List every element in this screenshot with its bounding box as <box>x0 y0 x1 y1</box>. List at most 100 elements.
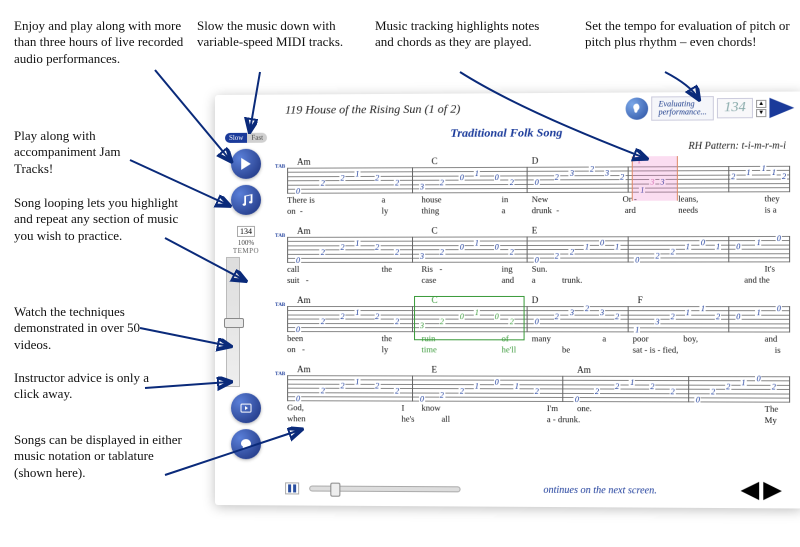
lyric-syllable: call <box>287 264 299 274</box>
fret-number: 1 <box>740 379 746 387</box>
callout-tracking: Music tracking highlights notes and chor… <box>375 18 555 51</box>
fret-number: 2 <box>320 248 326 256</box>
song-subtitle: Traditional Folk Song <box>215 124 800 142</box>
chord-label: E <box>431 364 437 374</box>
fret-number: 2 <box>614 314 620 322</box>
control-sidebar: Slow Fast 134 100% TEMPO <box>221 133 271 460</box>
pause-button[interactable] <box>285 482 299 494</box>
fret-number: 0 <box>599 240 605 248</box>
lyric-syllable: been <box>287 333 303 343</box>
score-area: AmCDFT A B02212232010202323213211123Ther… <box>275 155 790 425</box>
fret-number: 3 <box>599 309 605 317</box>
callout-videos: Watch the techniques demonstrated in ove… <box>14 304 174 353</box>
fret-number: 2 <box>394 318 400 326</box>
chord-label: C <box>431 156 437 166</box>
fret-number: 3 <box>604 170 610 178</box>
ear-icon[interactable] <box>626 97 649 119</box>
fast-label[interactable]: Fast <box>247 133 267 143</box>
callout-advice: Instructor advice is only a click away. <box>14 370 164 403</box>
fret-number: 1 <box>745 169 751 177</box>
fret-number: 3 <box>569 309 575 317</box>
rh-pattern-label: RH Pattern: t-i-m-r-m-i <box>688 140 786 152</box>
video-button[interactable] <box>231 393 261 423</box>
tempo-spinner[interactable]: ▲ ▼ <box>756 99 766 116</box>
chord-label: D <box>532 295 539 305</box>
staff-row: AmCET A B022122320102022101022101010call… <box>275 225 790 285</box>
fret-number: 1 <box>700 305 706 313</box>
fret-number: 3 <box>419 183 425 191</box>
fret-number: 1 <box>685 244 691 252</box>
fret-number: 1 <box>354 309 360 317</box>
lyric-syllable: a <box>382 194 386 204</box>
fret-number: 2 <box>614 383 620 391</box>
slow-fast-toggle[interactable]: Slow Fast <box>225 133 267 143</box>
fret-number: 2 <box>394 387 400 395</box>
lyric-syllable: boy, <box>683 333 698 343</box>
fret-number: 1 <box>756 309 762 317</box>
fret-number: 0 <box>735 314 741 322</box>
lyric-syllable: know <box>421 403 440 413</box>
chord-label: Am <box>577 365 591 375</box>
playback-slider[interactable] <box>309 486 460 493</box>
tab-staff[interactable]: 0221220221012022122022102 <box>287 375 790 403</box>
lyric-syllable: is a <box>765 204 777 214</box>
slow-label[interactable]: Slow <box>225 133 247 143</box>
tab-staff[interactable]: 02212232010202323213211123 <box>287 166 790 194</box>
play-button[interactable] <box>769 98 794 118</box>
next-page-button[interactable] <box>763 482 782 500</box>
lyric-syllable: in <box>502 194 509 204</box>
lyric-syllable: Sun. <box>532 264 548 274</box>
fret-number: 2 <box>509 179 515 187</box>
fret-number: 2 <box>781 173 787 181</box>
fret-number: 2 <box>339 175 345 183</box>
tempo-down-button[interactable]: ▼ <box>756 108 766 116</box>
tab-staff[interactable]: 022122320102023232132112010 <box>287 306 790 333</box>
eval-status: Evaluating performance... <box>651 96 714 121</box>
jam-track-button[interactable] <box>231 185 261 215</box>
fret-number: 2 <box>730 174 736 182</box>
lyric-syllable: I <box>402 403 405 413</box>
tab-staff[interactable]: 022122320102022101022101010 <box>287 236 790 263</box>
fret-number: 1 <box>756 239 762 247</box>
fret-number: 0 <box>459 244 465 252</box>
lyric-syllable: I'm <box>547 403 558 413</box>
callout-enjoy: Enjoy and play along with more than thre… <box>14 18 184 67</box>
tempo-up-button[interactable]: ▲ <box>756 99 766 107</box>
lyric-syllable: time <box>421 344 436 354</box>
chord-label: Am <box>297 157 311 167</box>
lyric-syllable: ard <box>622 205 635 215</box>
fret-number: 2 <box>374 175 380 183</box>
prev-page-button[interactable] <box>741 482 760 500</box>
lyric-syllable: when <box>287 413 305 423</box>
fret-number: 0 <box>494 174 500 182</box>
chord-label: D <box>532 156 539 166</box>
chat-button[interactable] <box>231 429 261 459</box>
fret-number: 2 <box>649 383 655 391</box>
tab-clef: T A B <box>275 165 285 170</box>
fret-number: 2 <box>374 313 380 321</box>
lyric-syllable: God, <box>287 402 304 412</box>
fret-number: 1 <box>685 309 691 317</box>
lyric-syllable: they <box>765 193 780 203</box>
fret-number: 2 <box>374 244 380 252</box>
fret-number: 0 <box>756 375 762 383</box>
lyric-syllable: he's <box>402 414 415 424</box>
tempo-percent: 100% <box>226 239 266 247</box>
continues-label: ontinues on the next screen. <box>471 484 731 497</box>
tempo-slider[interactable] <box>226 257 240 387</box>
lyric-syllable: thing <box>421 205 439 215</box>
fret-number: 2 <box>439 318 445 326</box>
lyric-syllable: ly <box>382 206 389 216</box>
fret-number: 2 <box>654 252 660 260</box>
lyric-syllable: the <box>382 333 392 343</box>
fret-number: 2 <box>509 248 515 256</box>
fret-number: 1 <box>771 169 777 177</box>
fret-number: 0 <box>534 178 540 186</box>
tempo-stack: 134 100% TEMPO <box>226 221 266 387</box>
lyric-syllable: leans, <box>678 194 698 204</box>
play-audio-button[interactable] <box>231 149 261 179</box>
fret-number: 2 <box>320 387 326 395</box>
lyric-syllable: and the <box>744 275 770 285</box>
lyric-syllable: My <box>765 415 777 425</box>
lyric-syllable: needs <box>678 205 698 215</box>
